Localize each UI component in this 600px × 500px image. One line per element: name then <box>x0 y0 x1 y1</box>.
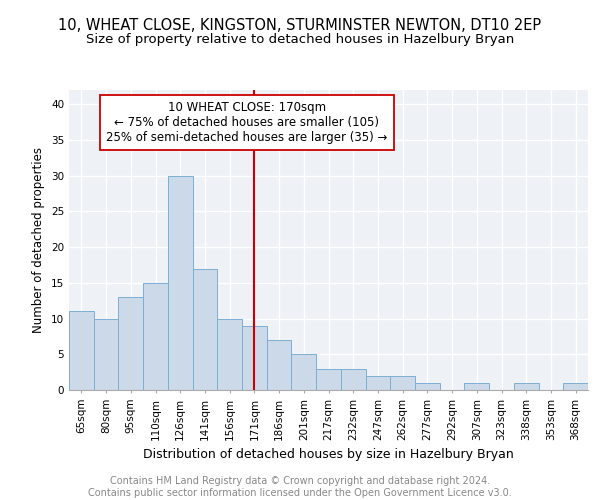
Bar <box>143 283 168 390</box>
Bar <box>514 383 539 390</box>
Text: Contains HM Land Registry data © Crown copyright and database right 2024.
Contai: Contains HM Land Registry data © Crown c… <box>88 476 512 498</box>
Bar <box>168 176 193 390</box>
Bar <box>563 383 588 390</box>
Bar <box>217 318 242 390</box>
Bar <box>316 368 341 390</box>
Bar <box>242 326 267 390</box>
Y-axis label: Number of detached properties: Number of detached properties <box>32 147 46 333</box>
Bar <box>292 354 316 390</box>
Bar <box>94 318 118 390</box>
Bar <box>118 297 143 390</box>
Text: 10, WHEAT CLOSE, KINGSTON, STURMINSTER NEWTON, DT10 2EP: 10, WHEAT CLOSE, KINGSTON, STURMINSTER N… <box>58 18 542 32</box>
Bar <box>341 368 365 390</box>
Text: 10 WHEAT CLOSE: 170sqm
← 75% of detached houses are smaller (105)
25% of semi-de: 10 WHEAT CLOSE: 170sqm ← 75% of detached… <box>106 100 388 144</box>
Text: Size of property relative to detached houses in Hazelbury Bryan: Size of property relative to detached ho… <box>86 32 514 46</box>
Bar <box>390 376 415 390</box>
Bar <box>464 383 489 390</box>
Bar <box>365 376 390 390</box>
Bar <box>415 383 440 390</box>
X-axis label: Distribution of detached houses by size in Hazelbury Bryan: Distribution of detached houses by size … <box>143 448 514 461</box>
Bar <box>267 340 292 390</box>
Bar <box>69 312 94 390</box>
Bar <box>193 268 217 390</box>
